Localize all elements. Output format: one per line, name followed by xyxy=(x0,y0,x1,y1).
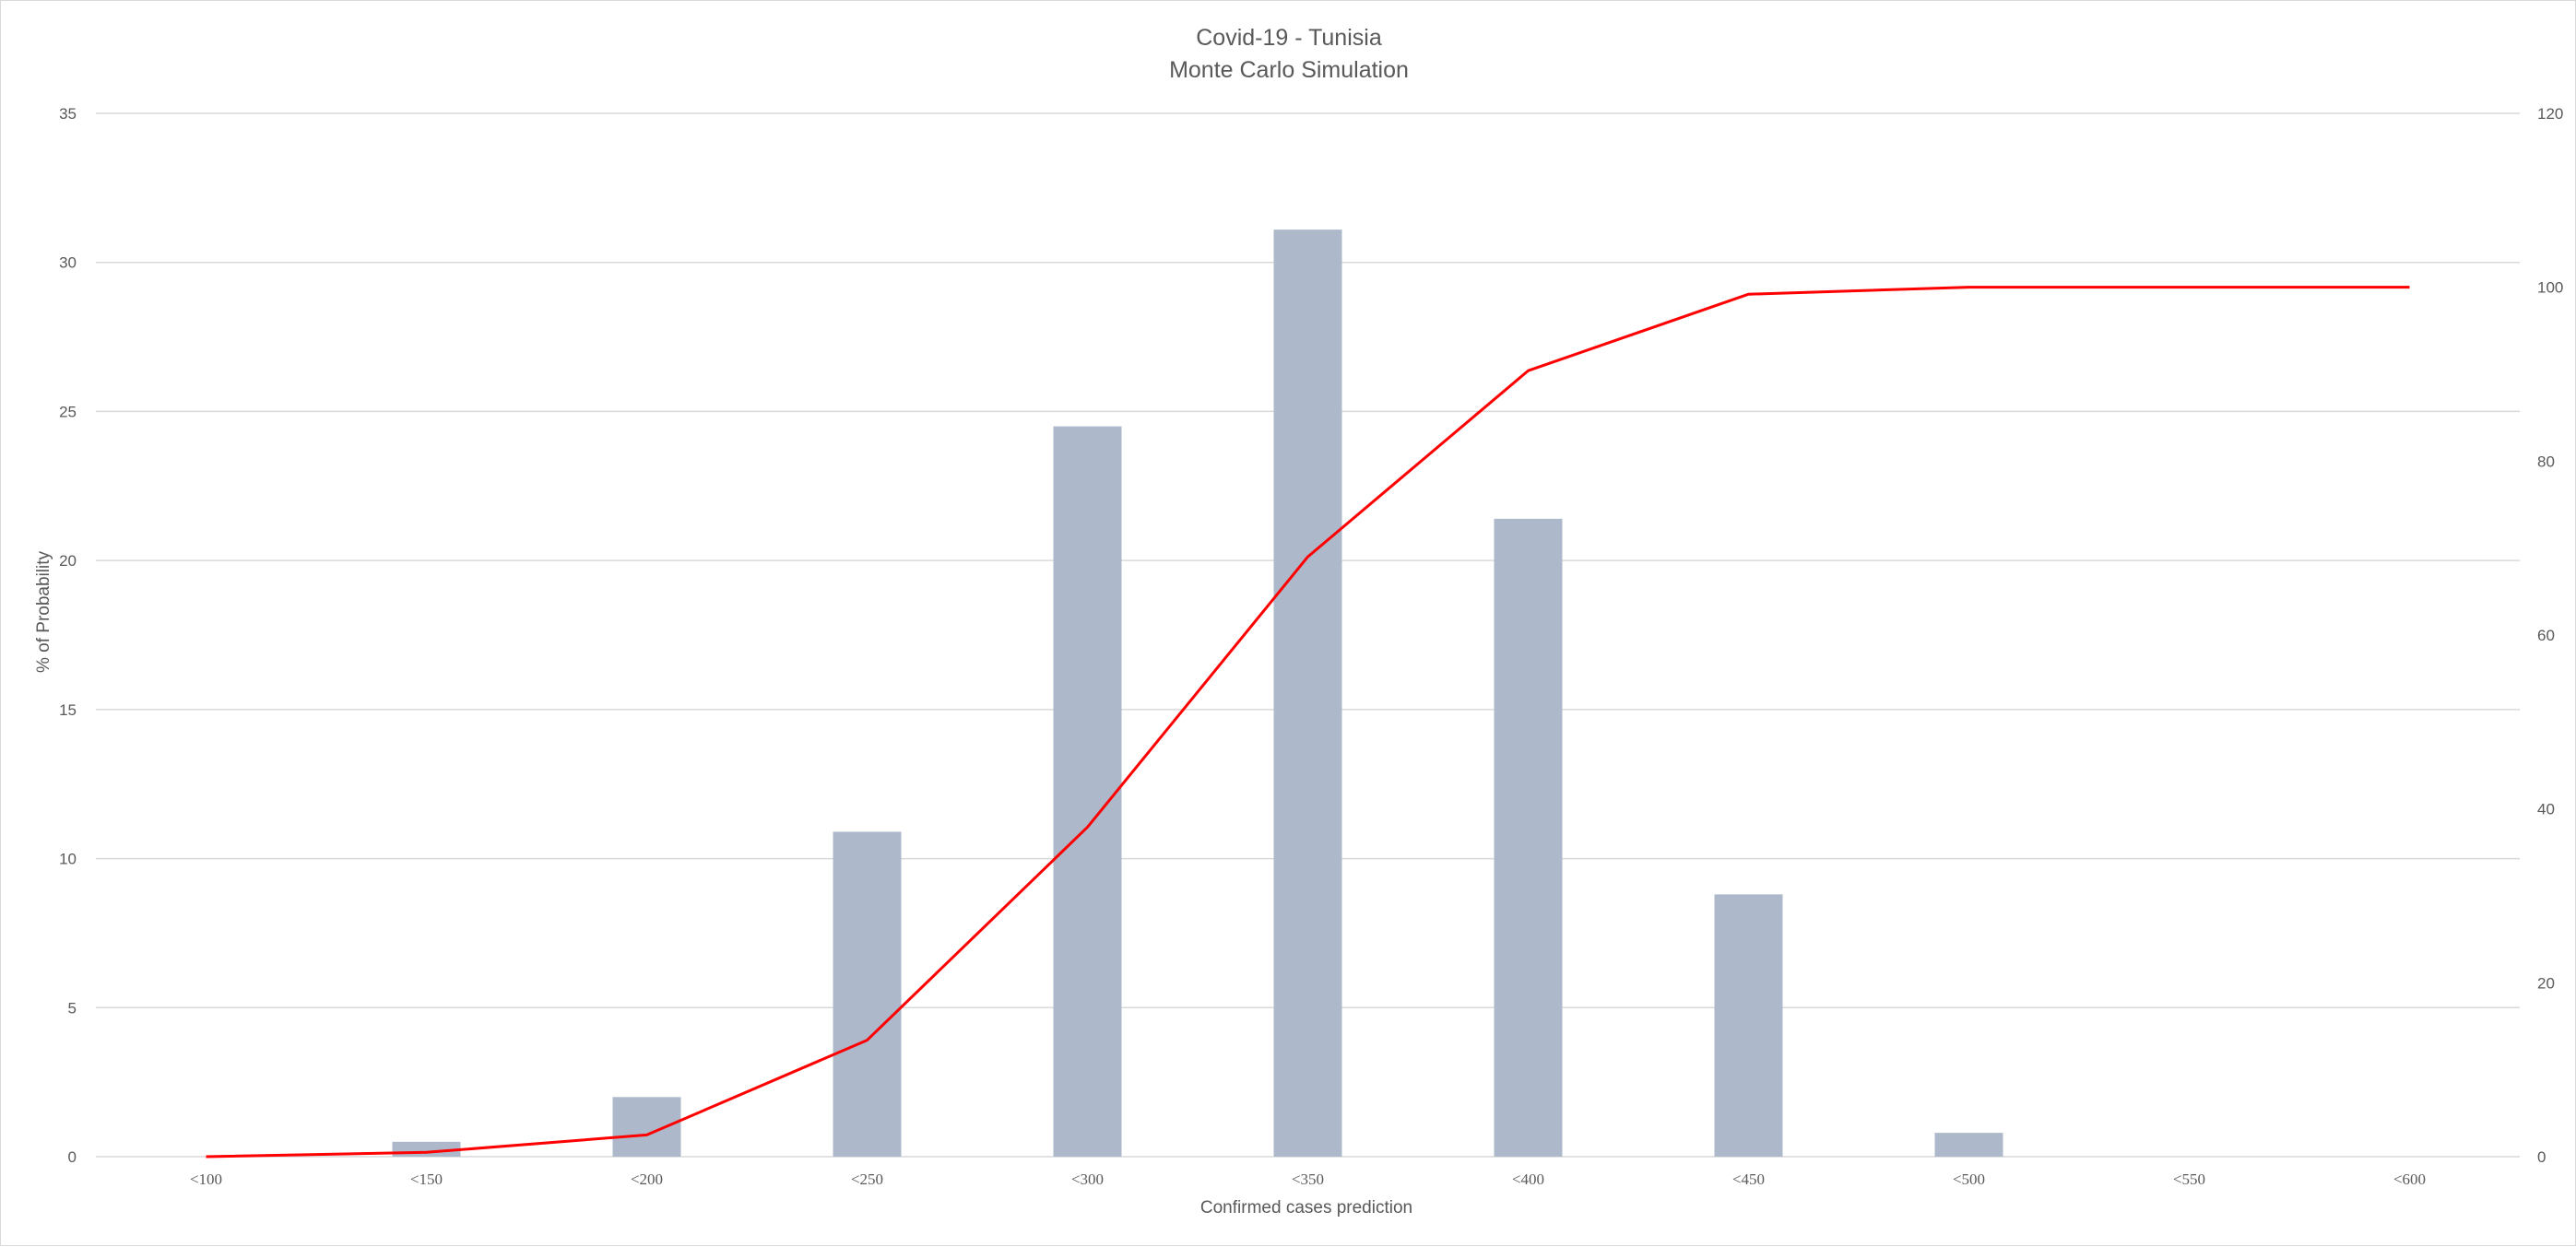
y-tick-label: 25 xyxy=(59,403,77,420)
y2-tick-label: 100 xyxy=(2537,279,2563,297)
x-tick-label: <300 xyxy=(1071,1171,1104,1188)
y-tick-label: 35 xyxy=(59,105,77,123)
line-series xyxy=(206,286,2410,1159)
chart-title: Covid-19 - Tunisia xyxy=(1196,25,1382,51)
y2-tick-label: 60 xyxy=(2537,627,2555,644)
x-tick-label: <350 xyxy=(1292,1171,1324,1188)
y-axis-label: % of Probability xyxy=(34,551,53,674)
y2-tick-label: 120 xyxy=(2537,105,2563,123)
y-tick-label: 20 xyxy=(59,552,77,570)
chart-subtitle: Monte Carlo Simulation xyxy=(1169,57,1409,83)
bar-series xyxy=(392,229,2003,1158)
y2-tick-label: 0 xyxy=(2537,1148,2546,1166)
y-tick-label: 0 xyxy=(68,1148,77,1166)
x-tick-label: <550 xyxy=(2173,1171,2205,1188)
x-tick-label: <100 xyxy=(190,1171,222,1188)
x-tick-label: <150 xyxy=(410,1171,443,1188)
x-axis-label: Confirmed cases prediction xyxy=(1200,1198,1412,1218)
x-axis: <100 <150 <200 <250 <300 <350 <400 <450 <500 <550… xyxy=(190,1171,2426,1188)
x-tick-label: <600 xyxy=(2393,1171,2426,1188)
x-tick-label: <450 xyxy=(1732,1171,1765,1188)
bar xyxy=(1934,1133,2003,1157)
x-tick-label: <200 xyxy=(631,1171,663,1188)
y-tick-label: 15 xyxy=(59,701,77,719)
bar xyxy=(1494,518,1563,1157)
y-tick-label: 30 xyxy=(59,254,77,272)
bar xyxy=(833,831,902,1157)
bar xyxy=(1053,426,1122,1158)
cumulative-line xyxy=(206,286,2410,1159)
y-axis-right: 0 20 40 60 80 100 120 xyxy=(2537,105,2563,1166)
bar xyxy=(612,1097,681,1157)
x-tick-label: <250 xyxy=(851,1171,883,1188)
x-tick-label: <400 xyxy=(1512,1171,1544,1188)
y-axis-left: 0 5 10 15 20 25 30 35 xyxy=(59,105,77,1166)
y2-tick-label: 20 xyxy=(2537,974,2555,992)
y-tick-label: 5 xyxy=(68,999,77,1017)
x-tick-label: <500 xyxy=(1953,1171,1985,1188)
y2-tick-label: 40 xyxy=(2537,801,2555,818)
y2-tick-label: 80 xyxy=(2537,453,2555,470)
bar xyxy=(1273,229,1342,1157)
bar xyxy=(1714,894,1783,1157)
y-tick-label: 10 xyxy=(59,851,77,868)
